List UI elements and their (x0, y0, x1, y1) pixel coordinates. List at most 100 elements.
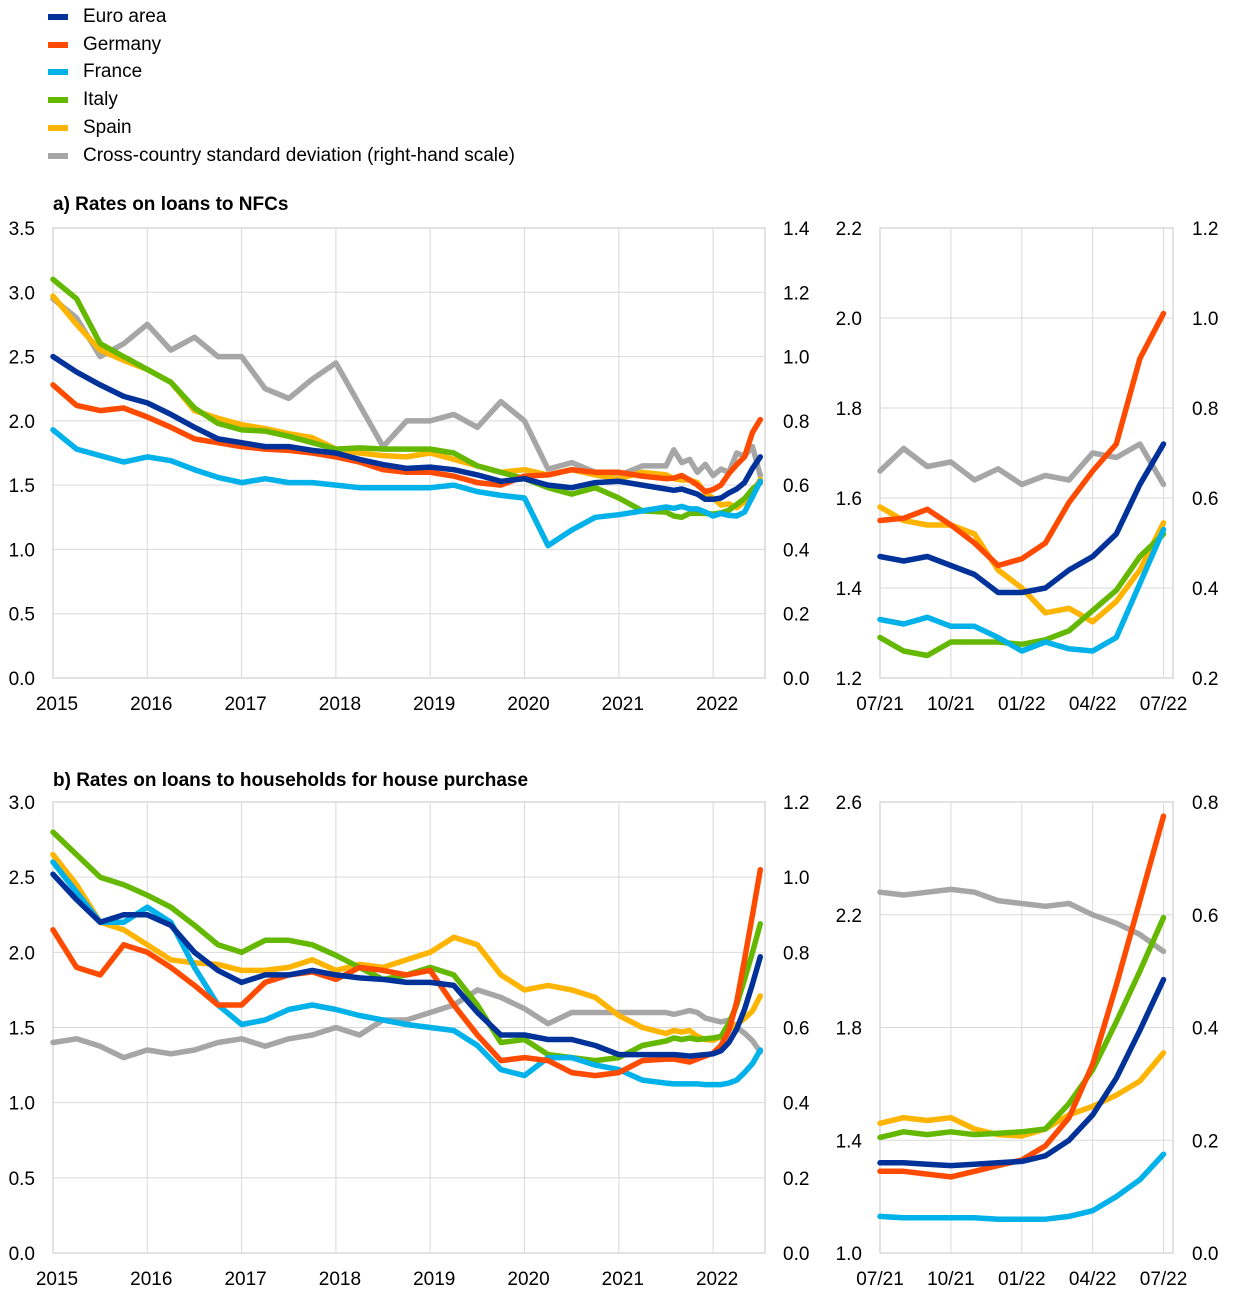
y-tick-label-left: 1.0 (9, 540, 35, 561)
series-line-italy (877, 531, 1167, 659)
x-tick-label: 2018 (319, 694, 361, 715)
y-tick-label-left: 1.8 (836, 399, 862, 420)
series-line-cross-country-standard-deviation-right-hand-scale (877, 886, 1167, 955)
y-tick-label-right: 1.2 (1192, 219, 1218, 240)
y-tick-label-right: 0.8 (1192, 793, 1218, 814)
legend-label: Germany (83, 33, 162, 55)
legend-swatch (48, 69, 68, 76)
x-tick-label: 2020 (507, 1269, 549, 1290)
series-line-germany (877, 310, 1167, 569)
y-tick-label-right: 1.2 (783, 283, 809, 304)
y-tick-label-left: 0.0 (9, 669, 35, 690)
y-tick-label-right: 0.0 (783, 1244, 809, 1265)
y-tick-label-left: 2.6 (836, 793, 862, 814)
legend-label: France (83, 61, 143, 83)
legend-swatch (48, 41, 68, 48)
x-tick-label: 2021 (602, 1269, 644, 1290)
series-line-italy (50, 829, 764, 1064)
y-tick-label-left: 0.0 (9, 1244, 35, 1265)
plot-area-border (52, 227, 766, 679)
y-tick-label-right: 0.2 (783, 1169, 809, 1190)
y-tick-label-left: 3.0 (9, 793, 35, 814)
x-tick-label: 2021 (602, 694, 644, 715)
legend-item-italy: Italy (48, 86, 515, 114)
y-tick-label-right: 1.0 (1192, 309, 1218, 330)
legend-swatch (48, 97, 68, 104)
legend-label: Euro area (83, 5, 167, 27)
y-tick-label-left: 2.0 (836, 309, 862, 330)
y-tick-label-right: 0.4 (783, 1094, 810, 1115)
x-tick-label: 04/22 (1069, 694, 1117, 715)
legend-item-spain: Spain (48, 114, 515, 142)
y-tick-label-left: 3.0 (9, 283, 35, 304)
x-tick-label: 2019 (413, 694, 455, 715)
y-tick-label-right: 1.2 (783, 793, 809, 814)
y-tick-label-left: 2.5 (9, 348, 35, 369)
legend-label: Spain (83, 117, 132, 139)
series-line-france (877, 526, 1167, 654)
legend-item-france: France (48, 59, 515, 87)
y-tick-label-left: 2.0 (9, 943, 35, 964)
plot-area-border (879, 227, 1174, 679)
x-tick-label: 2022 (696, 694, 738, 715)
y-tick-label-left: 1.6 (836, 489, 862, 510)
series-line-cross-country-standard-deviation-right-hand-scale (877, 441, 1167, 488)
legend-label: Italy (83, 89, 118, 111)
x-tick-label: 2017 (224, 1269, 266, 1290)
y-tick-label-left: 1.0 (9, 1094, 35, 1115)
legend-label: Cross-country standard deviation (right-… (83, 144, 515, 166)
series-line-euro-area (50, 353, 764, 503)
y-tick-label-left: 0.5 (9, 605, 35, 626)
x-tick-label: 2016 (130, 694, 172, 715)
x-tick-label: 2016 (130, 1269, 172, 1290)
series-line-euro-area (877, 976, 1167, 1169)
x-tick-label: 2019 (413, 1269, 455, 1290)
y-tick-label-left: 2.2 (836, 906, 862, 927)
y-tick-label-left: 1.0 (836, 1244, 862, 1265)
series-line-france (50, 427, 764, 549)
x-tick-label: 07/22 (1140, 1269, 1188, 1290)
series-line-spain (877, 1050, 1167, 1139)
x-tick-label: 07/22 (1140, 694, 1188, 715)
legend-item-germany: Germany (48, 31, 515, 59)
x-tick-label: 2022 (696, 1269, 738, 1290)
series-line-cross-country-standard-deviation-right-hand-scale (50, 295, 764, 479)
legend-swatch (48, 152, 68, 159)
series-line-euro-area (50, 871, 764, 1059)
y-tick-label-right: 0.8 (783, 943, 809, 964)
x-tick-label: 2015 (36, 1269, 78, 1290)
y-tick-label-left: 0.5 (9, 1169, 35, 1190)
series-line-germany (50, 382, 764, 495)
y-tick-label-right: 0.4 (783, 540, 810, 561)
y-tick-label-right: 0.6 (783, 476, 809, 497)
x-tick-label: 04/22 (1069, 1269, 1117, 1290)
y-tick-label-right: 0.6 (783, 1019, 809, 1040)
y-tick-label-left: 1.4 (836, 579, 863, 600)
y-tick-label-right: 0.0 (783, 669, 809, 690)
y-tick-label-right: 0.6 (1192, 489, 1218, 510)
legend-swatch (48, 13, 68, 20)
y-tick-label-right: 0.0 (1192, 1244, 1218, 1265)
y-tick-label-right: 0.2 (1192, 1131, 1218, 1152)
y-tick-label-left: 2.0 (9, 412, 35, 433)
y-tick-label-right: 1.0 (783, 348, 809, 369)
plot-area-border (52, 801, 766, 1254)
x-tick-label: 2020 (507, 694, 549, 715)
y-tick-label-right: 1.0 (783, 868, 809, 889)
y-tick-label-left: 1.5 (9, 1019, 35, 1040)
y-tick-label-right: 0.8 (783, 412, 809, 433)
y-tick-label-left: 3.5 (9, 219, 35, 240)
x-tick-label: 10/21 (927, 694, 975, 715)
x-tick-label: 2018 (319, 1269, 361, 1290)
panel-title: b) Rates on loans to households for hous… (53, 770, 528, 791)
x-tick-label: 2015 (36, 694, 78, 715)
legend-swatch (48, 125, 68, 132)
y-tick-label-right: 0.4 (1192, 1019, 1219, 1040)
legend-item-std-dev: Cross-country standard deviation (right-… (48, 142, 515, 170)
y-tick-label-left: 1.5 (9, 476, 35, 497)
x-tick-label: 01/22 (998, 694, 1046, 715)
series-line-euro-area (877, 441, 1167, 596)
y-tick-label-right: 0.6 (1192, 906, 1218, 927)
